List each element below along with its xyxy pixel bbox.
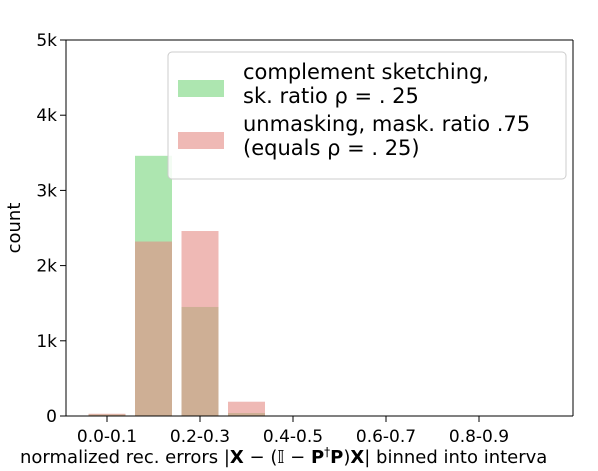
legend-swatch-1: [178, 80, 224, 97]
y-tick-label: 5k: [36, 31, 57, 51]
legend-label-2: (equals ρ = . 25): [243, 136, 420, 160]
y-tick-label: 2k: [36, 257, 57, 277]
y-tick-label: 0: [46, 407, 57, 427]
legend: complement sketching,sk. ratio ρ = . 25 u…: [167, 51, 567, 180]
legend-swatch-2: [178, 132, 224, 149]
bar-series-2-0.0-0.1: [88, 413, 126, 416]
y-tick-label: 1k: [36, 332, 57, 352]
legend-label-1: sk. ratio ρ = . 25: [243, 84, 419, 108]
x-tick-label: 0.2-0.3: [170, 427, 230, 447]
x-tick-label: 0.4-0.5: [263, 427, 323, 447]
bar-series-2-0.3-0.4: [228, 401, 265, 416]
y-tick-label: 4k: [36, 106, 57, 126]
y-tick-label: 3k: [36, 181, 57, 201]
bars-layer: [88, 155, 265, 417]
bar-series-2-0.1-0.2: [135, 241, 172, 416]
x-axis-title: normalized rec. errors |X − (𝕀 − P†P)X| …: [20, 445, 547, 468]
axes-layer: [65, 39, 574, 417]
y-axis-title: count: [4, 203, 25, 254]
x-ticks: 0.0-0.1 0.2-0.3 0.4-0.5 0.6-0.7 0.8-0.9: [77, 416, 509, 447]
x-tick-label: 0.0-0.1: [77, 427, 137, 447]
bar-series-2-0.2-0.3: [181, 231, 219, 416]
legend-label-1: complement sketching,: [243, 60, 489, 84]
x-tick-label: 0.6-0.7: [356, 427, 416, 447]
x-tick-label: 0.8-0.9: [449, 427, 509, 447]
y-ticks: 0 1k 2k 3k 4k 5k: [36, 31, 66, 427]
legend-frame: [167, 51, 567, 180]
legend-label-2: unmasking, mask. ratio .75: [243, 112, 530, 136]
